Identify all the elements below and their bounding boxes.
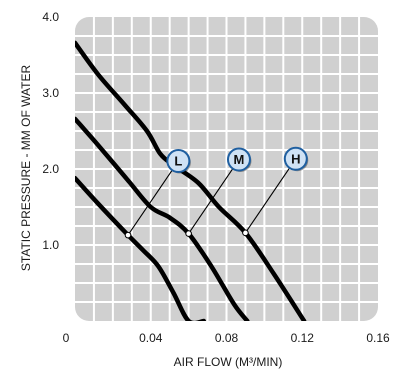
badge-label-h: H (291, 151, 300, 166)
badge-h (283, 146, 308, 171)
badge-m (226, 147, 251, 172)
marker-dot-m (185, 230, 192, 237)
curve-m (75, 116, 250, 321)
marker-dot-h (242, 229, 249, 237)
leader-line-l (127, 160, 179, 236)
y-tick-label: 2.0 (42, 162, 59, 176)
y-tick-label: 1.0 (42, 238, 59, 252)
x-axis-label: AIR FLOW (M³/MIN) (174, 355, 283, 369)
badge-l (166, 149, 191, 174)
y-tick-label: 4.0 (42, 10, 59, 24)
leader-line-m (188, 159, 240, 234)
x-tick-label: 0 (63, 331, 70, 345)
curve-l (75, 175, 207, 321)
x-tick-label: 0.12 (291, 331, 315, 345)
y-axis-label: STATIC PRESSURE - MM OF WATER (19, 65, 33, 272)
badge-label-m: M (234, 152, 245, 167)
grid-lines (75, 17, 378, 321)
x-tick-label: 0.16 (366, 331, 390, 345)
y-tick-label: 3.0 (42, 86, 59, 100)
leader-line-h (244, 158, 297, 234)
x-tick-label: 0.08 (215, 331, 239, 345)
marker-dot-l (124, 231, 132, 239)
badge-label-l: L (174, 154, 182, 169)
x-tick-label: 0.04 (139, 331, 163, 345)
